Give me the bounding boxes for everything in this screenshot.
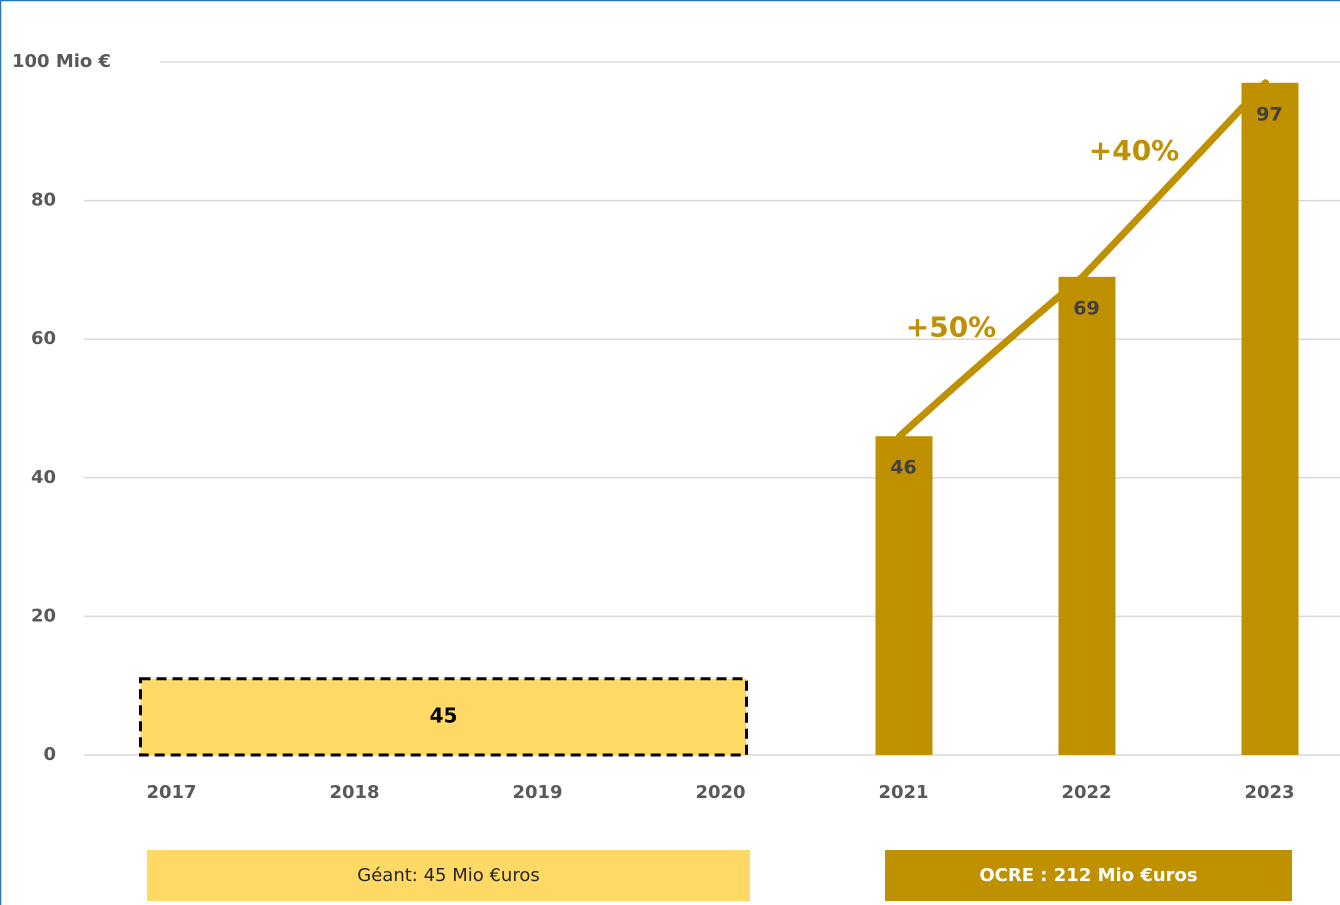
x-tick-label: 2023 [1244,782,1294,803]
y-tick-label: 60 [31,328,56,349]
legend-box [147,850,750,901]
y-tick-label: 80 [31,190,56,211]
x-tick-label: 2021 [878,782,928,803]
x-tick-label: 2017 [146,782,196,803]
growth-label: +40% [1089,134,1179,167]
legend-box [885,850,1292,901]
bar-label: 69 [1073,297,1099,319]
x-tick-label: 2022 [1061,782,1111,803]
x-tick-label: 2018 [329,782,379,803]
legend-label: OCRE : 212 Mio €uros [979,865,1197,886]
y-tick-label: 0 [43,744,56,765]
growth-label: +50% [906,311,996,344]
bar-label: 97 [1256,103,1282,125]
trend-line [896,79,1269,440]
total-box [139,677,748,757]
total-box-label: 45 [430,703,458,727]
bar [1058,276,1116,755]
legend-label: Géant: 45 Mio €uros [357,865,539,886]
y-tick-label: 100 Mio € [12,51,111,72]
y-tick-label: 40 [31,467,56,488]
x-tick-label: 2019 [512,782,562,803]
y-tick-label: 20 [31,605,56,626]
x-tick-label: 2020 [695,782,745,803]
bar-label: 46 [890,457,916,479]
bar [875,436,933,755]
bar [1241,82,1299,756]
